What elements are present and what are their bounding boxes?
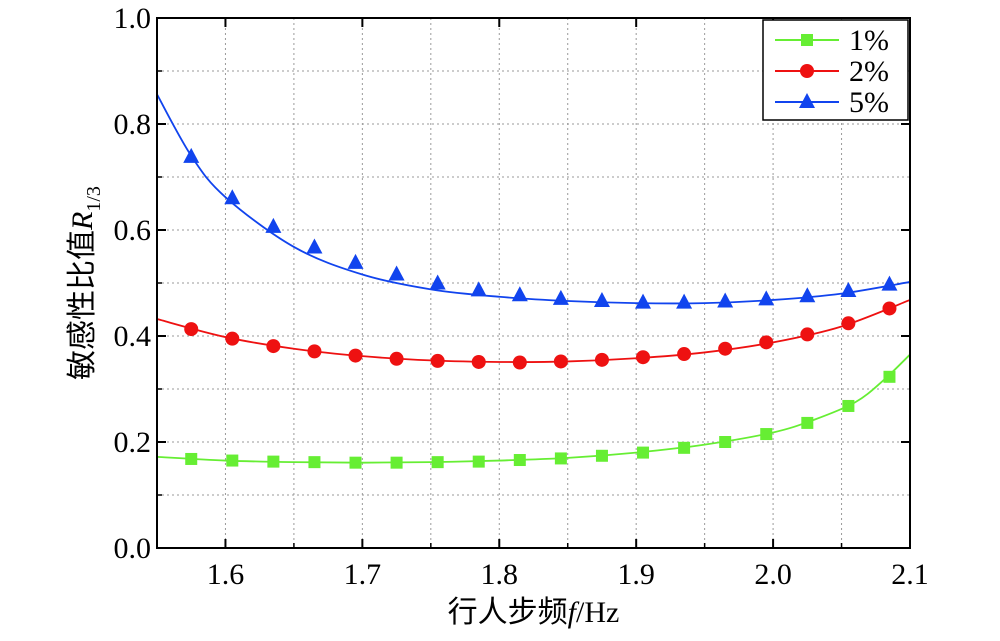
series-layer xyxy=(156,93,911,469)
series-line xyxy=(156,353,911,464)
data-point xyxy=(593,292,610,308)
x-tick-label: 2.0 xyxy=(754,558,792,591)
ticks: 1.6 1.7 1.8 1.9 2.0 2.1 0.0 0.2 0.4 0.6 0.8 1.0 xyxy=(114,2,929,591)
y-tick-label: 0.8 xyxy=(114,108,152,141)
series-line xyxy=(156,93,911,305)
data-point xyxy=(511,286,528,302)
data-point xyxy=(306,238,323,254)
data-point xyxy=(472,455,485,468)
data-point xyxy=(265,217,282,233)
data-point xyxy=(552,289,569,305)
data-point xyxy=(390,456,403,469)
series-line xyxy=(156,299,911,363)
data-point xyxy=(183,147,200,163)
x-tick-label: 1.9 xyxy=(617,558,655,591)
data-point xyxy=(637,446,650,459)
data-point xyxy=(224,189,241,205)
legend-item: 2% xyxy=(775,55,889,88)
data-point xyxy=(758,290,775,306)
data-point xyxy=(308,456,321,469)
y-axis-title-var: R xyxy=(66,212,99,231)
y-axis-title-prefix: 敏感性比值 xyxy=(66,230,99,380)
data-point xyxy=(717,292,734,308)
data-point xyxy=(512,355,527,370)
data-point xyxy=(389,351,404,366)
legend: 1%2%5% xyxy=(762,19,909,121)
data-point xyxy=(760,428,773,441)
data-point xyxy=(184,322,199,337)
data-point xyxy=(429,274,446,290)
data-point xyxy=(635,293,652,309)
data-point xyxy=(307,344,322,359)
data-point xyxy=(594,352,609,367)
x-axis-title-prefix: 行人步频 xyxy=(448,596,568,629)
legend-label: 1% xyxy=(849,24,889,57)
data-point xyxy=(842,399,855,412)
data-point xyxy=(677,347,692,362)
data-point xyxy=(225,331,240,346)
legend-marker xyxy=(801,34,813,46)
y-tick-label: 0.4 xyxy=(114,320,152,353)
data-point xyxy=(636,350,651,365)
series-circle xyxy=(156,299,911,370)
x-tick-label: 1.6 xyxy=(207,558,245,591)
data-point xyxy=(185,452,198,465)
data-point xyxy=(676,293,693,309)
data-point xyxy=(800,327,815,342)
x-tick-label: 2.1 xyxy=(891,558,929,591)
data-point xyxy=(759,335,774,350)
data-point xyxy=(883,370,896,383)
data-point xyxy=(349,456,362,469)
data-point xyxy=(882,301,897,316)
data-point xyxy=(801,416,814,429)
data-point xyxy=(554,452,567,465)
data-point xyxy=(388,265,405,281)
legend-item: 5% xyxy=(775,86,889,119)
y-axis-title: 敏感性比值R1/3 xyxy=(66,186,105,380)
data-point xyxy=(719,436,732,448)
x-tick-label: 1.7 xyxy=(344,558,382,591)
data-point xyxy=(226,454,239,467)
legend-label: 2% xyxy=(849,55,889,88)
x-tick-label: 1.8 xyxy=(481,558,519,591)
y-tick-label: 0.2 xyxy=(114,426,152,459)
legend-marker xyxy=(799,93,815,108)
data-point xyxy=(841,316,856,331)
data-point xyxy=(431,456,444,469)
data-point xyxy=(718,341,733,356)
x-axis-title-suffix: /Hz xyxy=(576,596,619,629)
data-point xyxy=(348,348,363,363)
data-point xyxy=(595,449,608,462)
data-point xyxy=(266,339,281,354)
legend-marker xyxy=(800,64,814,78)
y-tick-label: 0.6 xyxy=(114,214,152,247)
data-point xyxy=(678,441,691,454)
y-tick-label: 0.0 xyxy=(114,532,152,565)
series-square xyxy=(156,353,911,469)
legend-label: 5% xyxy=(849,86,889,119)
y-tick-label: 1.0 xyxy=(114,2,152,35)
data-point xyxy=(430,353,445,368)
data-point xyxy=(553,354,568,369)
data-point xyxy=(881,275,898,291)
data-point xyxy=(470,281,487,297)
data-point xyxy=(799,287,816,303)
data-point xyxy=(471,354,486,369)
data-point xyxy=(267,455,280,468)
series-triangle xyxy=(156,93,911,309)
data-point xyxy=(840,281,857,297)
x-axis-title: 行人步频f/Hz xyxy=(448,596,620,629)
y-axis-title-sub: 1/3 xyxy=(83,186,105,212)
data-point xyxy=(347,253,364,269)
data-point xyxy=(513,454,526,467)
grid xyxy=(157,18,910,548)
legend-item: 1% xyxy=(775,24,889,57)
